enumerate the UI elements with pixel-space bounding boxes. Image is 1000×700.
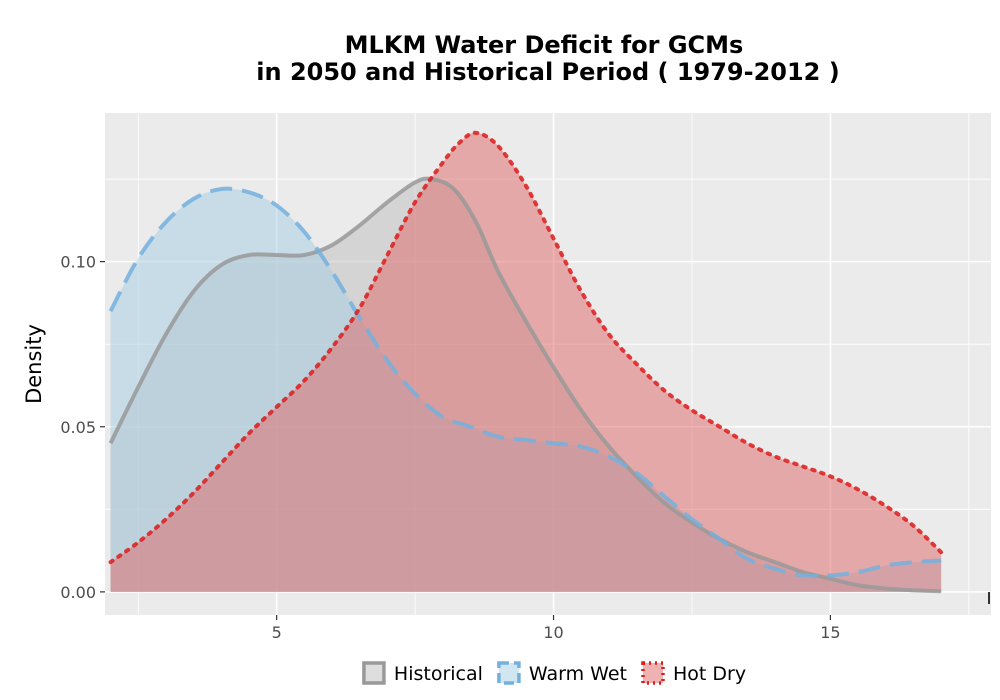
legend-key-hot-dry <box>641 661 665 685</box>
y-axis-label: Density <box>22 324 46 404</box>
legend-key-warm-wet <box>497 661 521 685</box>
x-axis: 5 10 15 <box>272 615 841 642</box>
density-line-historical <box>108 176 942 594</box>
chart-title-line-1: MLKM Water Deficit for GCMs <box>345 31 744 59</box>
y-tick-label: 0.05 <box>60 418 96 437</box>
x-tick-label: 15 <box>820 623 840 642</box>
x-tick-label: 5 <box>272 623 282 642</box>
y-tick-label: 0.10 <box>60 253 96 272</box>
density-lines <box>108 130 944 594</box>
legend-label: Historical <box>394 663 483 685</box>
density-line-warm-wet <box>108 186 942 578</box>
legend-label: Warm Wet <box>529 663 627 685</box>
legend-key-historical <box>362 661 386 685</box>
x-tick-label: 10 <box>543 623 563 642</box>
y-axis: 0.00 0.05 0.10 <box>60 253 105 602</box>
y-tick-label: 0.00 <box>60 583 96 602</box>
density-area-hot-dry <box>110 132 942 592</box>
density-line-hot-dry <box>108 130 944 565</box>
legend-label: Hot Dry <box>673 663 746 685</box>
density-fills <box>110 132 942 592</box>
legend: Historical Warm Wet Hot Dry <box>362 661 746 685</box>
chart-title-line-2: in 2050 and Historical Period ( 1979-201… <box>256 58 839 86</box>
